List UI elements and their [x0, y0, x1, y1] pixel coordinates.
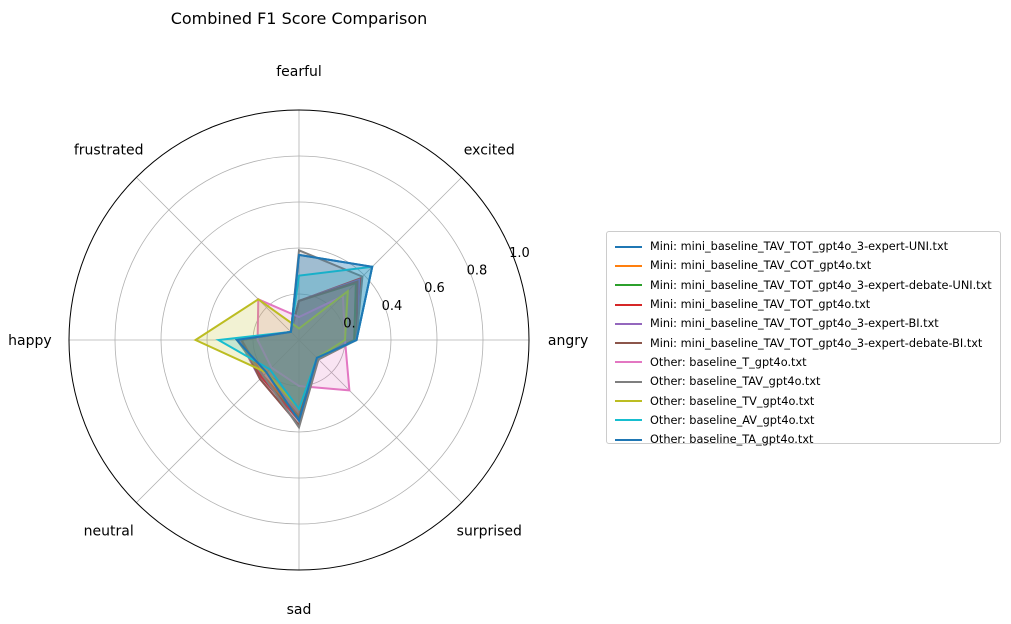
r-tick-label: 0.8	[467, 264, 488, 279]
axis-label-angry: angry	[548, 333, 588, 349]
axis-label-fearful: fearful	[276, 64, 322, 80]
legend-item: Other: baseline_AV_gpt4o.txt	[615, 411, 1000, 430]
legend-label: Mini: mini_baseline_TAV_TOT_gpt4o_3-expe…	[650, 336, 983, 350]
axis-label-frustrated: frustrated	[74, 143, 144, 159]
legend-swatch	[615, 284, 642, 287]
spoke-excited	[298, 177, 462, 341]
legend-swatch	[615, 322, 642, 325]
legend-item: Other: baseline_TA_gpt4o.txt	[615, 430, 1000, 449]
legend-label: Other: baseline_AV_gpt4o.txt	[650, 413, 815, 427]
legend-swatch	[615, 419, 642, 422]
legend-label: Other: baseline_TV_gpt4o.txt	[650, 394, 815, 408]
r-tick-label: 1.0	[509, 246, 530, 261]
spoke-frustrated	[136, 177, 300, 341]
legend-label: Mini: mini_baseline_TAV_TOT_gpt4o_3-expe…	[650, 317, 939, 331]
axis-label-excited: excited	[464, 143, 515, 159]
legend-label: Other: baseline_TA_gpt4o.txt	[650, 433, 814, 447]
outer-ring	[68, 109, 530, 571]
legend-item: Mini: mini_baseline_TAV_TOT_gpt4o.txt	[615, 295, 1000, 314]
legend-label: Mini: mini_baseline_TAV_TOT_gpt4o_3-expe…	[650, 278, 992, 292]
legend-item: Mini: mini_baseline_TAV_TOT_gpt4o_3-expe…	[615, 237, 1000, 256]
legend-item: Other: baseline_T_gpt4o.txt	[615, 353, 1000, 372]
legend-label: Mini: mini_baseline_TAV_COT_gpt4o.txt	[650, 259, 872, 273]
radar-labels: angry excited fearful frustrated happy neutra…	[8, 64, 588, 618]
legend-swatch	[615, 303, 642, 306]
axis-label-sad: sad	[287, 602, 312, 618]
legend-swatch	[615, 361, 642, 364]
legend-item: Mini: mini_baseline_TAV_TOT_gpt4o_3-expe…	[615, 333, 1000, 352]
radar-chart: Combined F1 Score Comparison angry excite…	[8, 9, 588, 618]
series-9-polygon	[215, 265, 374, 412]
grid-ring	[206, 247, 392, 433]
series-10-polygon	[234, 253, 374, 423]
legend-swatch	[615, 245, 642, 248]
grid-ring	[160, 201, 438, 479]
legend-item: Other: baseline_TAV_gpt4o.txt	[615, 372, 1000, 391]
r-tick-label: 0.6	[424, 281, 445, 296]
legend-label: Mini: mini_baseline_TAV_TOT_gpt4o_3-expe…	[650, 240, 949, 254]
chart-legend: Mini: mini_baseline_TAV_TOT_gpt4o_3-expe…	[606, 231, 1001, 446]
grid-ring	[114, 155, 484, 525]
series-6-polygon	[256, 294, 351, 392]
axis-label-surprised: surprised	[457, 523, 522, 539]
legend-item: Other: baseline_TV_gpt4o.txt	[615, 391, 1000, 410]
legend-item: Mini: mini_baseline_TAV_TOT_gpt4o_3-expe…	[615, 314, 1000, 333]
chart-title: Combined F1 Score Comparison	[171, 9, 428, 28]
axis-label-happy: happy	[8, 333, 52, 349]
legend-label: Mini: mini_baseline_TAV_TOT_gpt4o.txt	[650, 298, 871, 312]
axis-label-neutral: neutral	[84, 523, 134, 539]
legend-swatch	[615, 380, 642, 383]
legend-swatch	[615, 400, 642, 403]
r-tick-label: 0.	[343, 316, 355, 331]
legend-item: Mini: mini_baseline_TAV_TOT_gpt4o_3-expe…	[615, 276, 1000, 295]
spoke-surprised	[298, 339, 462, 503]
legend-label: Other: baseline_TAV_gpt4o.txt	[650, 375, 821, 389]
legend-swatch	[615, 264, 642, 267]
legend-item: Mini: mini_baseline_TAV_COT_gpt4o.txt	[615, 256, 1000, 275]
legend-label: Other: baseline_T_gpt4o.txt	[650, 355, 807, 369]
r-tick-label: 0.4	[382, 299, 403, 314]
series-layer	[193, 248, 374, 430]
legend-swatch	[615, 342, 642, 345]
legend-swatch	[615, 438, 642, 441]
